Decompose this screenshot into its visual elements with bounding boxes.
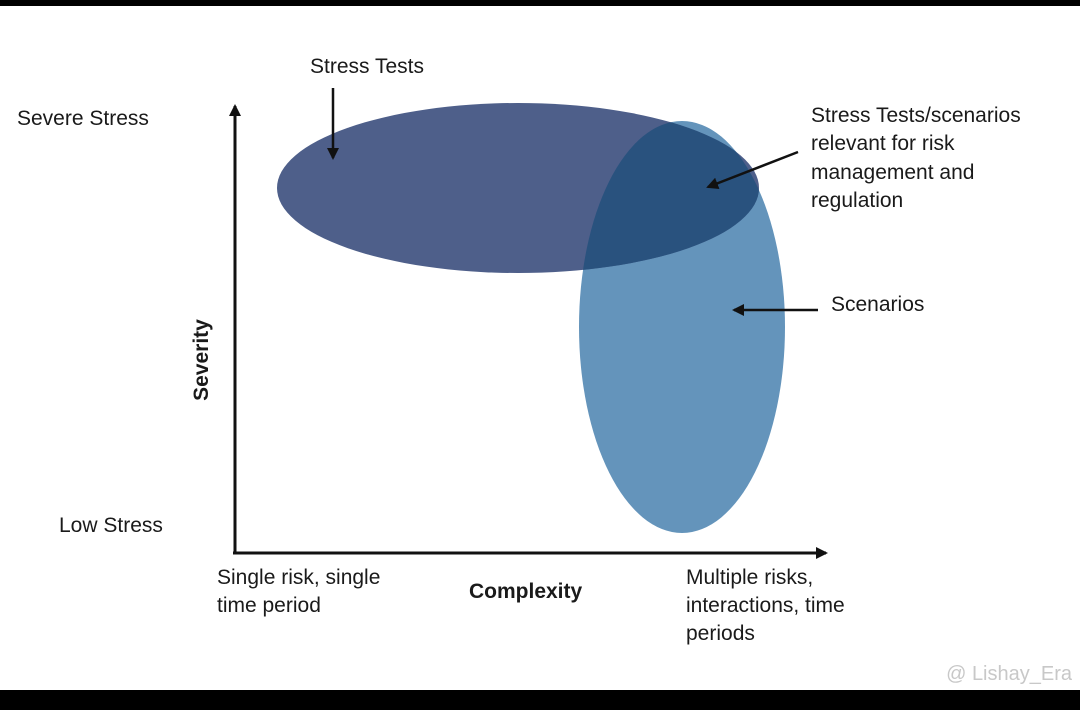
stress-tests-label: Stress Tests	[310, 55, 424, 78]
diagram-graphics	[229, 88, 828, 559]
overlap-label-line-2: relevant for risk	[811, 132, 955, 155]
overlap-label-line-3: management and	[811, 161, 975, 184]
x-axis-left-label-line-2: time period	[217, 594, 321, 617]
y-axis-top-label: Severe Stress	[17, 107, 149, 130]
diagram-canvas: Severe Stress Low Stress Severity Single…	[0, 6, 1080, 690]
x-axis-right-label-line-1: Multiple risks,	[686, 566, 814, 589]
x-axis-left-label-line-1: Single risk, single	[217, 566, 381, 589]
scenarios-label: Scenarios	[831, 293, 925, 316]
x-axis-right-label-line-3: periods	[686, 622, 755, 645]
overlap-arrow	[706, 150, 799, 189]
overlap-region	[579, 121, 759, 273]
overlap-label-line-1: Stress Tests/scenarios	[811, 104, 1021, 127]
x-axis-right-label-line-2: interactions, time	[686, 594, 845, 617]
overlap-label-line-4: regulation	[811, 189, 904, 212]
x-axis-title: Complexity	[469, 580, 583, 603]
y-axis-bottom-label: Low Stress	[59, 514, 163, 537]
y-axis-title: Severity	[190, 319, 213, 401]
watermark: @ Lishay_Era	[946, 663, 1072, 685]
